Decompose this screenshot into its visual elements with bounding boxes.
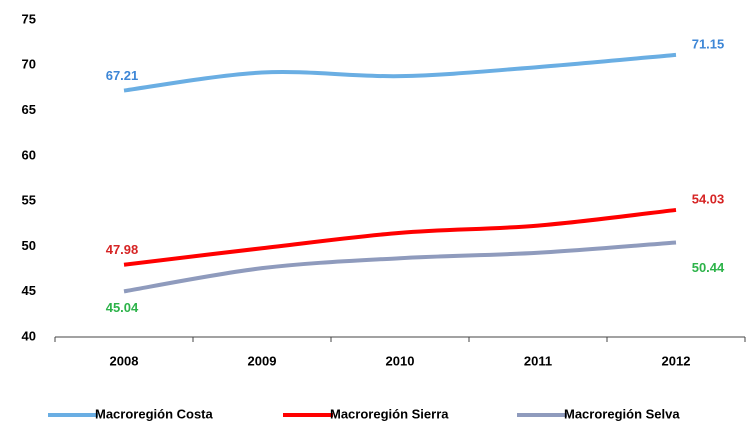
x-tick-label: 2008 — [110, 353, 139, 368]
data-label: 67.21 — [106, 68, 139, 83]
data-label: 50.44 — [692, 260, 725, 275]
y-tick-label: 60 — [22, 147, 36, 162]
line-series — [123, 52, 677, 93]
data-label: 47.98 — [106, 242, 139, 257]
y-tick-label: 70 — [22, 57, 36, 72]
x-tick-label: 2011 — [524, 353, 552, 368]
data-label: 54.03 — [692, 191, 725, 206]
legend-label: Macroregión Selva — [564, 406, 680, 421]
data-label: 45.04 — [106, 300, 139, 315]
y-tick-label: 55 — [22, 193, 36, 208]
line-series — [123, 240, 677, 294]
x-tick-label: 2009 — [248, 353, 277, 368]
legend-label: Macroregión Sierra — [330, 406, 449, 421]
y-tick-label: 40 — [22, 328, 36, 343]
y-tick-label: 75 — [22, 11, 36, 26]
legend-label: Macroregión Costa — [95, 406, 214, 421]
y-tick-label: 50 — [22, 238, 36, 253]
x-tick-label: 2010 — [386, 353, 415, 368]
x-tick-label: 2012 — [662, 353, 691, 368]
data-label: 71.15 — [692, 36, 725, 51]
y-tick-label: 45 — [22, 283, 36, 298]
line-series — [123, 207, 677, 267]
y-tick-label: 65 — [22, 102, 36, 117]
